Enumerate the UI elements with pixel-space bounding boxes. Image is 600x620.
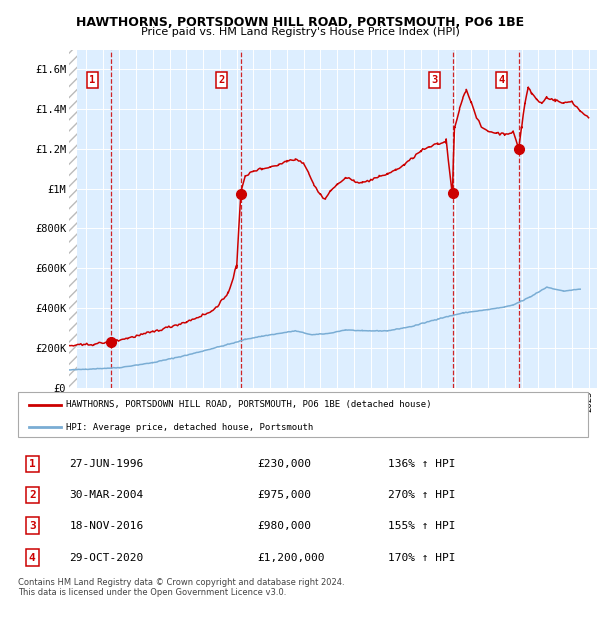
Text: 2: 2 bbox=[218, 75, 224, 85]
Text: 3: 3 bbox=[431, 75, 437, 85]
Text: HPI: Average price, detached house, Portsmouth: HPI: Average price, detached house, Port… bbox=[67, 423, 314, 432]
Text: 2: 2 bbox=[29, 490, 35, 500]
Text: HAWTHORNS, PORTSDOWN HILL ROAD, PORTSMOUTH, PO6 1BE (detached house): HAWTHORNS, PORTSDOWN HILL ROAD, PORTSMOU… bbox=[67, 400, 432, 409]
Text: 170% ↑ HPI: 170% ↑ HPI bbox=[389, 552, 456, 562]
Bar bbox=[69, 50, 77, 388]
Text: £1,200,000: £1,200,000 bbox=[257, 552, 325, 562]
Text: £980,000: £980,000 bbox=[257, 521, 311, 531]
Text: 136% ↑ HPI: 136% ↑ HPI bbox=[389, 459, 456, 469]
FancyBboxPatch shape bbox=[18, 392, 588, 437]
Text: 1: 1 bbox=[89, 75, 95, 85]
Text: Price paid vs. HM Land Registry's House Price Index (HPI): Price paid vs. HM Land Registry's House … bbox=[140, 27, 460, 37]
Text: 29-OCT-2020: 29-OCT-2020 bbox=[70, 552, 143, 562]
Text: 1: 1 bbox=[29, 459, 35, 469]
Text: 270% ↑ HPI: 270% ↑ HPI bbox=[389, 490, 456, 500]
Text: 18-NOV-2016: 18-NOV-2016 bbox=[70, 521, 143, 531]
Text: £975,000: £975,000 bbox=[257, 490, 311, 500]
Text: 27-JUN-1996: 27-JUN-1996 bbox=[70, 459, 143, 469]
Text: 4: 4 bbox=[499, 75, 505, 85]
Text: 4: 4 bbox=[29, 552, 35, 562]
Text: 3: 3 bbox=[29, 521, 35, 531]
Text: £230,000: £230,000 bbox=[257, 459, 311, 469]
Text: 155% ↑ HPI: 155% ↑ HPI bbox=[389, 521, 456, 531]
Text: Contains HM Land Registry data © Crown copyright and database right 2024.: Contains HM Land Registry data © Crown c… bbox=[18, 578, 344, 587]
Text: HAWTHORNS, PORTSDOWN HILL ROAD, PORTSMOUTH, PO6 1BE: HAWTHORNS, PORTSDOWN HILL ROAD, PORTSMOU… bbox=[76, 16, 524, 29]
Text: 30-MAR-2004: 30-MAR-2004 bbox=[70, 490, 143, 500]
Text: This data is licensed under the Open Government Licence v3.0.: This data is licensed under the Open Gov… bbox=[18, 588, 286, 597]
